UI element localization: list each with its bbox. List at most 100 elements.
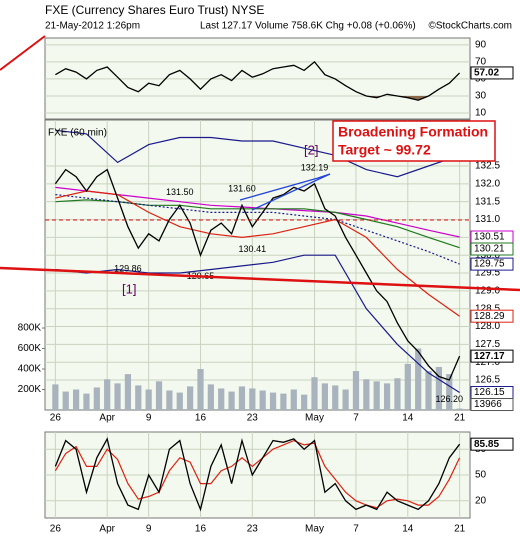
note: Target ~ 99.72 bbox=[338, 142, 431, 158]
volume-bar bbox=[311, 377, 318, 410]
volume-bar bbox=[187, 386, 194, 410]
y-tick-label: 30 bbox=[475, 91, 487, 102]
x-tick-label: 14 bbox=[402, 413, 414, 424]
y-tick-label: 50 bbox=[475, 470, 487, 481]
y-tick-label: 132.0 bbox=[475, 178, 500, 189]
chart-title: FXE (Currency Shares Euro Trust) NYSE bbox=[45, 3, 264, 17]
volume-bar bbox=[352, 371, 360, 410]
volume-bar bbox=[456, 408, 463, 410]
y-tick-label: 127.5 bbox=[475, 339, 500, 350]
volume-bar bbox=[83, 393, 90, 410]
panel-content: 103050709057.02 bbox=[45, 39, 514, 119]
value-tag: 57.02 bbox=[474, 68, 499, 79]
volume-bar bbox=[269, 392, 277, 410]
x-tick-label: Apr bbox=[99, 524, 115, 535]
volume-bar bbox=[373, 381, 380, 410]
panel-content: 20508085.85 bbox=[45, 432, 514, 518]
y-tick-label: 128.5 bbox=[475, 303, 500, 314]
price-annotation: 129.86 bbox=[114, 264, 142, 274]
trend-line bbox=[251, 173, 331, 211]
y-tick-label: 10 bbox=[475, 108, 487, 119]
value-tag-box bbox=[470, 437, 514, 451]
volume-bar bbox=[124, 374, 132, 410]
x-tick-label: 9 bbox=[146, 413, 152, 424]
x-tick-label: 7 bbox=[353, 413, 359, 424]
series-line bbox=[55, 199, 460, 249]
series-line bbox=[55, 129, 460, 178]
volume-bar bbox=[342, 389, 349, 410]
volume-bar bbox=[301, 394, 308, 410]
volume-bar bbox=[207, 384, 214, 410]
x-tick-label: May bbox=[305, 413, 324, 424]
volume-bar bbox=[104, 379, 111, 410]
y2-tick-label: 800K bbox=[18, 323, 42, 334]
x-tick-label: 9 bbox=[146, 524, 152, 535]
y2-tick-label: 600K bbox=[18, 343, 42, 354]
volume-bar bbox=[404, 363, 411, 410]
wave-label: [2] bbox=[304, 142, 318, 157]
value-tag: 13966 bbox=[474, 399, 502, 410]
y-tick-label: 20 bbox=[475, 495, 487, 506]
volume-bar bbox=[435, 366, 443, 410]
y-tick-label: 129.0 bbox=[475, 286, 500, 297]
volume-bar bbox=[218, 388, 225, 410]
volume-bar bbox=[290, 389, 297, 410]
series-line bbox=[55, 60, 461, 101]
x-tick-label: 23 bbox=[247, 524, 259, 535]
y-tick-label: 129.5 bbox=[475, 268, 500, 279]
value-tag: 128.29 bbox=[474, 311, 505, 322]
y2-tick-label: 200K bbox=[18, 384, 42, 395]
trend-line bbox=[317, 173, 331, 179]
trend-line bbox=[0, 266, 520, 292]
volume-bar bbox=[238, 386, 246, 410]
value-tag: 130.51 bbox=[474, 232, 505, 243]
wave-label: [1] bbox=[122, 281, 136, 296]
quote: Last 127.17 Volume 758.6K Chg +0.08 (+0.… bbox=[200, 21, 416, 32]
value-tag-box bbox=[470, 66, 514, 80]
series-line bbox=[54, 437, 461, 512]
series-line bbox=[55, 190, 460, 317]
plots: 103050709057.02126.5127.0127.5128.0128.5… bbox=[18, 37, 514, 535]
value-tag-box bbox=[470, 242, 514, 256]
y-tick-label: 131.5 bbox=[475, 196, 500, 207]
x-tick-label: 23 bbox=[247, 413, 259, 424]
volume-bar bbox=[145, 389, 152, 410]
value-tag: 126.15 bbox=[474, 387, 505, 398]
value-tag-box bbox=[470, 398, 514, 412]
y-tick-label: 126.5 bbox=[475, 375, 500, 386]
panel-title: FXE (60 min) bbox=[48, 128, 107, 139]
volume-bar bbox=[332, 385, 339, 410]
series-line bbox=[55, 254, 460, 394]
price-annotation: 132.19 bbox=[301, 162, 329, 172]
x-tick-label: 26 bbox=[50, 413, 62, 424]
volume-bar bbox=[197, 369, 204, 410]
value-tag: 85.85 bbox=[474, 439, 499, 450]
date: 21-May-2012 1:26pm bbox=[45, 21, 140, 32]
trend-line bbox=[239, 177, 319, 201]
volume-bar bbox=[425, 371, 432, 410]
value-tag-box bbox=[470, 349, 514, 363]
volume-bar bbox=[155, 381, 163, 410]
series-line bbox=[55, 194, 460, 265]
volume-bar bbox=[52, 384, 59, 410]
volume-bar bbox=[114, 383, 121, 410]
panel-content: 126.5127.0127.5128.0128.5129.0129.5130.0… bbox=[18, 120, 514, 412]
y-tick-label: 90 bbox=[475, 39, 487, 50]
value-tag-box bbox=[470, 309, 514, 323]
panel bbox=[44, 119, 471, 411]
x-tick-label: Apr bbox=[99, 413, 115, 424]
trend-line bbox=[0, 35, 46, 71]
value-tag-box bbox=[470, 257, 514, 271]
volume-bar bbox=[280, 393, 287, 410]
price-annotation: 131.50 bbox=[166, 187, 194, 197]
overlay: Broadening Formation Target ~ 99.72 [1] … bbox=[0, 35, 520, 296]
x-tick-label: 16 bbox=[195, 413, 207, 424]
volume-bar bbox=[93, 387, 100, 410]
volume-bar bbox=[321, 383, 328, 410]
y2-tick-label: 400K bbox=[18, 364, 42, 375]
volume-bar bbox=[259, 390, 266, 410]
y-tick-label: 128.0 bbox=[475, 321, 500, 332]
volume-bar bbox=[176, 392, 183, 410]
price-annotation: 130.41 bbox=[239, 244, 267, 254]
